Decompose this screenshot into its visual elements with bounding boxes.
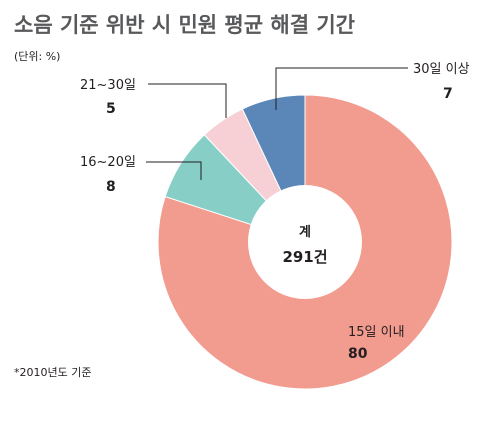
chart-title: 소음 기준 위반 시 민원 평균 해결 기간 xyxy=(14,13,355,37)
unit-note: (단위: %) xyxy=(14,50,60,63)
leader-30-plus xyxy=(275,67,408,110)
leader-21-30 xyxy=(148,83,227,118)
center-total: 291건 xyxy=(282,248,327,266)
slice-label-15-days: 15일 이내 xyxy=(348,325,405,340)
slice-value-30-plus: 7 xyxy=(443,86,453,102)
slice-label-16-20: 16~20일 xyxy=(80,155,136,170)
slice-value-15-days: 80 xyxy=(348,346,368,362)
donut-hole xyxy=(248,185,362,299)
slice-label-21-30: 21~30일 xyxy=(80,78,136,93)
leader-16-20 xyxy=(146,161,202,180)
footnote: *2010년도 기준 xyxy=(14,366,91,379)
slice-label-30-plus: 30일 이상 xyxy=(413,62,470,77)
slice-value-21-30: 5 xyxy=(106,101,116,117)
slice-value-16-20: 8 xyxy=(106,179,116,195)
center-label: 계 xyxy=(299,225,311,240)
